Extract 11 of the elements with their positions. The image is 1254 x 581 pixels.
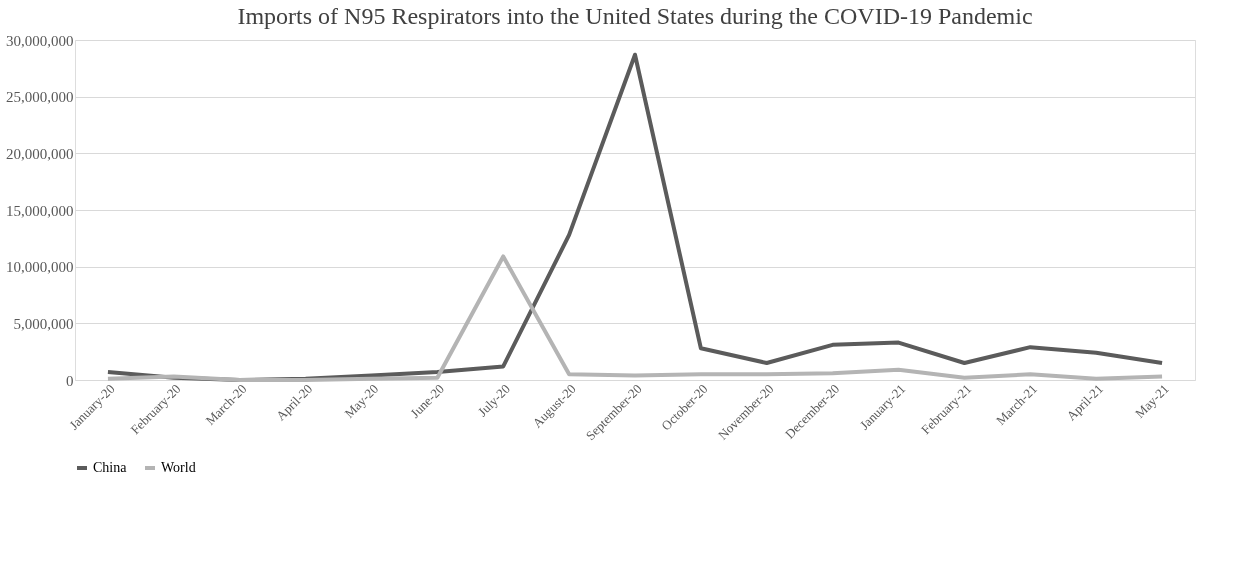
y-tick-label: 15,000,000 (6, 202, 74, 219)
chart-title: Imports of N95 Respirators into the United States during the COVID-19 Pandemic (237, 3, 1033, 29)
y-tick-label: 0 (66, 372, 74, 389)
y-tick-label: 10,000,000 (6, 259, 74, 276)
y-tick-label: 25,000,000 (6, 89, 74, 106)
line-series (105, 254, 1165, 382)
legend-label: World (161, 460, 196, 475)
y-tick-label: 5,000,000 (13, 315, 74, 332)
y-tick-label: 30,000,000 (6, 32, 74, 49)
legend-label: China (93, 460, 128, 475)
y-tick-label: 20,000,000 (6, 145, 74, 162)
